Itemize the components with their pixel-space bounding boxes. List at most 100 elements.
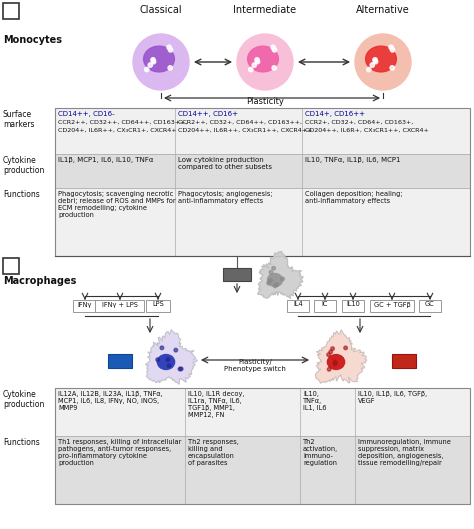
- Circle shape: [237, 34, 293, 90]
- Circle shape: [331, 347, 334, 350]
- Circle shape: [156, 358, 159, 361]
- Circle shape: [148, 63, 153, 67]
- Text: IFNγ: IFNγ: [78, 302, 92, 307]
- Bar: [370, 300, 414, 312]
- Circle shape: [333, 360, 337, 364]
- Text: Th1 responses, killing of intracellular
pathogens, anti-tumor responses,
pro-inf: Th1 responses, killing of intracellular …: [58, 439, 182, 466]
- Circle shape: [390, 48, 395, 52]
- Bar: [146, 300, 170, 312]
- Text: LPS: LPS: [152, 302, 164, 307]
- Text: M0: M0: [230, 270, 244, 279]
- Bar: [3, 258, 19, 274]
- Circle shape: [145, 67, 149, 72]
- Circle shape: [269, 270, 273, 274]
- Circle shape: [370, 63, 374, 67]
- Circle shape: [275, 283, 279, 286]
- Bar: [419, 300, 441, 312]
- Bar: [95, 300, 145, 312]
- Circle shape: [133, 34, 189, 90]
- Text: IL10,
TNFα,
IL1, IL6: IL10, TNFα, IL1, IL6: [303, 391, 327, 411]
- Text: B: B: [6, 259, 14, 269]
- Circle shape: [373, 58, 377, 62]
- Circle shape: [174, 348, 178, 352]
- Text: CCR2++, CD32+, CD64++, CD163++,: CCR2++, CD32+, CD64++, CD163++,: [178, 120, 302, 125]
- Polygon shape: [146, 330, 197, 384]
- Bar: [223, 268, 251, 281]
- Text: IL4: IL4: [293, 302, 303, 307]
- Text: IL10: IL10: [346, 302, 360, 307]
- Circle shape: [328, 368, 331, 371]
- Text: Plasticity/
Phenotype switch: Plasticity/ Phenotype switch: [224, 359, 286, 372]
- Text: Functions: Functions: [3, 438, 40, 447]
- Text: Th2 responses,
killing and
encapsulation
of parasites: Th2 responses, killing and encapsulation…: [188, 439, 239, 466]
- Bar: [55, 388, 470, 504]
- Circle shape: [390, 66, 394, 70]
- Polygon shape: [315, 330, 367, 383]
- Circle shape: [166, 358, 170, 361]
- Bar: [55, 188, 470, 256]
- Circle shape: [333, 362, 337, 366]
- Ellipse shape: [247, 46, 278, 72]
- Circle shape: [271, 45, 275, 49]
- Text: CD204++, IL6R+, CX₃CR1++, CXCR4+: CD204++, IL6R+, CX₃CR1++, CXCR4+: [305, 128, 429, 133]
- Bar: [73, 300, 97, 312]
- Circle shape: [168, 48, 173, 52]
- Text: CCR2+, CD32+, CD64+, CD163+,: CCR2+, CD32+, CD64+, CD163+,: [305, 120, 413, 125]
- Circle shape: [374, 59, 378, 64]
- Circle shape: [344, 346, 347, 350]
- Text: IL10, IL1β, IL6, TGFβ,
VEGF: IL10, IL1β, IL6, TGFβ, VEGF: [358, 391, 427, 404]
- Circle shape: [272, 267, 275, 270]
- Circle shape: [248, 67, 253, 72]
- Circle shape: [281, 277, 284, 281]
- Circle shape: [178, 367, 182, 371]
- Ellipse shape: [267, 273, 283, 287]
- Text: Intermediate: Intermediate: [233, 5, 297, 15]
- Polygon shape: [258, 251, 303, 298]
- Ellipse shape: [365, 46, 396, 72]
- Circle shape: [327, 353, 330, 357]
- Bar: [287, 300, 309, 312]
- Circle shape: [366, 67, 371, 72]
- Text: Surface
markers: Surface markers: [3, 110, 35, 130]
- Bar: [55, 388, 470, 436]
- Text: IC: IC: [322, 302, 328, 307]
- Circle shape: [151, 59, 156, 64]
- Text: CD14++, CD16+: CD14++, CD16+: [178, 111, 238, 117]
- Text: A: A: [6, 4, 15, 14]
- Circle shape: [160, 346, 164, 350]
- Circle shape: [168, 66, 173, 70]
- Text: M1: M1: [112, 355, 128, 364]
- Text: Cytokine
production: Cytokine production: [3, 390, 45, 409]
- Text: Immunoregulation, immune
suppression, matrix
deposition, angiogenesis,
tissue re: Immunoregulation, immune suppression, ma…: [358, 439, 451, 466]
- Text: Alternative: Alternative: [356, 5, 410, 15]
- Circle shape: [389, 45, 393, 49]
- Bar: [55, 436, 470, 504]
- Circle shape: [272, 66, 276, 70]
- Circle shape: [267, 281, 271, 285]
- Text: CD14++, CD16-: CD14++, CD16-: [58, 111, 115, 117]
- Text: CD14+, CD16++: CD14+, CD16++: [305, 111, 365, 117]
- Text: IL1β, MCP1, IL6, IL10, TNFα: IL1β, MCP1, IL6, IL10, TNFα: [58, 157, 154, 163]
- Circle shape: [269, 279, 273, 282]
- Ellipse shape: [157, 354, 174, 369]
- Text: IL10, IL1R decoy,
IL1ra, TNFα, IL6,
TGF1β, MMP1,
MMP12, FN: IL10, IL1R decoy, IL1ra, TNFα, IL6, TGF1…: [188, 391, 245, 418]
- Text: CCR2++, CD32++, CD64++, CD163++,: CCR2++, CD32++, CD64++, CD163++,: [58, 120, 187, 125]
- Text: CD204++, IL6R++, CX₃CR1++, CXCR4++: CD204++, IL6R++, CX₃CR1++, CXCR4++: [178, 128, 312, 133]
- Text: Collagen deposition; healing;
anti-inflammatory effects: Collagen deposition; healing; anti-infla…: [305, 191, 402, 204]
- Text: Phagocytosis; scavenging necrotic
debri; release of ROS and MMPs for
ECM remodel: Phagocytosis; scavenging necrotic debri;…: [58, 191, 176, 218]
- Bar: [55, 108, 470, 256]
- Text: IFNγ + LPS: IFNγ + LPS: [102, 302, 138, 307]
- Bar: [314, 300, 336, 312]
- Text: Macrophages: Macrophages: [3, 276, 76, 286]
- Text: Phagocytosis; angiogenesis;
anti-inflammatory effects: Phagocytosis; angiogenesis; anti-inflamm…: [178, 191, 273, 204]
- Circle shape: [273, 48, 277, 52]
- Circle shape: [167, 364, 171, 368]
- Bar: [108, 354, 132, 368]
- Bar: [55, 154, 470, 188]
- Circle shape: [179, 367, 183, 371]
- Text: Low cytokine production
compared to other subsets: Low cytokine production compared to othe…: [178, 157, 272, 170]
- Text: Functions: Functions: [3, 190, 40, 199]
- Text: Monocytes: Monocytes: [3, 35, 62, 45]
- Bar: [342, 300, 364, 312]
- Circle shape: [255, 59, 260, 64]
